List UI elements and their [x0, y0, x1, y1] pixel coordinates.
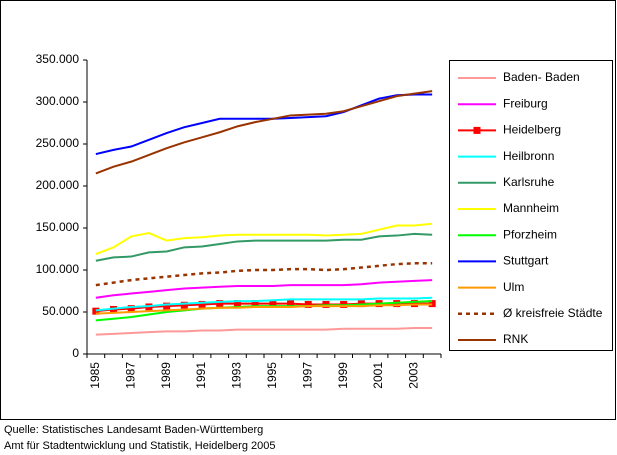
legend-label: Baden- Baden	[503, 70, 580, 84]
series-line	[95, 232, 433, 262]
source-note: Quelle: Statistisches Landesamt Baden-Wü…	[4, 424, 263, 436]
x-tick-label: 2003	[407, 362, 421, 389]
series-line	[95, 90, 433, 175]
point	[180, 301, 188, 309]
point	[92, 307, 100, 315]
x-tick-label: 1985	[88, 362, 102, 389]
point	[127, 305, 135, 313]
series-line	[95, 296, 433, 312]
point	[251, 300, 259, 308]
point	[216, 300, 224, 308]
series-line	[95, 93, 433, 156]
legend-label: Heilbronn	[503, 149, 554, 163]
x-tick-label: 1991	[194, 362, 208, 389]
x-tick-label: 1997	[300, 362, 314, 389]
legend-label: Ulm	[503, 280, 524, 294]
x-tick-label: 1987	[123, 362, 137, 389]
point	[233, 300, 241, 308]
point	[198, 300, 206, 308]
series-line	[95, 326, 433, 336]
y-tick-label: 50.000	[42, 304, 79, 318]
legend-label: Ø kreisfreie Städte	[503, 306, 603, 320]
y-tick-label: 300.000	[36, 94, 80, 108]
legend-marker	[473, 126, 481, 134]
y-tick-label: 0	[72, 346, 79, 360]
y-tick-label: 250.000	[36, 136, 80, 150]
x-tick-label: 1993	[230, 362, 244, 389]
y-tick-label: 350.000	[36, 52, 80, 66]
point	[163, 302, 171, 310]
series-line	[95, 279, 433, 299]
x-tick-label: 2001	[371, 362, 385, 389]
point	[287, 300, 295, 308]
x-tick-label: 1995	[265, 362, 279, 389]
y-tick-label: 200.000	[36, 178, 80, 192]
legend-label: Freiburg	[503, 96, 548, 110]
legend-label: Heidelberg	[503, 123, 561, 137]
point	[304, 300, 312, 308]
y-tick-label: 150.000	[36, 220, 80, 234]
legend-label: Mannheim	[503, 201, 559, 215]
source-note: Amt für Stadtentwicklung und Statistik, …	[4, 440, 275, 452]
series-line	[95, 262, 433, 287]
x-tick-label: 1999	[336, 362, 350, 389]
legend-label: RNK	[503, 332, 528, 346]
series-line	[95, 303, 433, 315]
legend-label: Stuttgart	[503, 254, 549, 268]
legend-label: Karlsruhe	[503, 175, 555, 189]
y-tick-label: 100.000	[36, 262, 80, 276]
series-line	[95, 222, 433, 255]
point	[269, 300, 277, 308]
x-tick-label: 1989	[159, 362, 173, 389]
legend-label: Pforzheim	[503, 227, 557, 241]
legend-box	[449, 60, 613, 351]
